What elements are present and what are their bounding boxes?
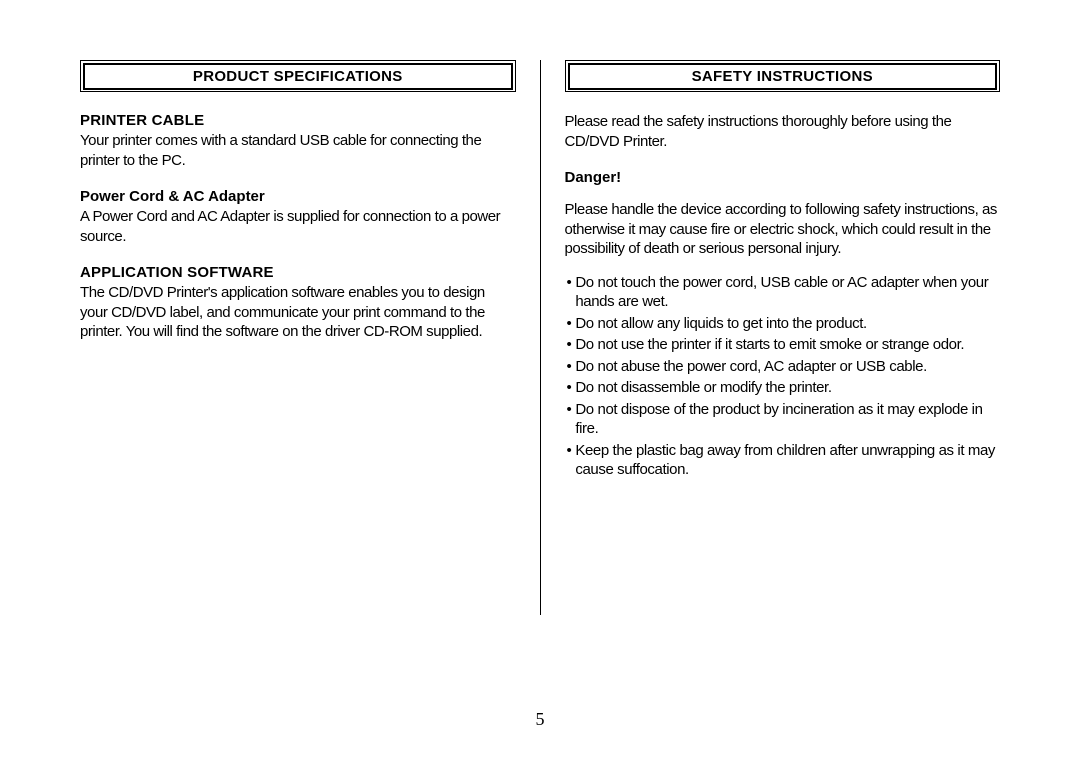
danger-text: Please handle the device according to fo… — [565, 200, 1001, 259]
bullet-dot-icon: • — [565, 314, 576, 334]
section-title-left: PRODUCT SPECIFICATIONS — [83, 63, 513, 90]
bullet-text: Keep the plastic bag away from children … — [575, 441, 1000, 480]
heading-printer-cable: PRINTER CABLE — [80, 112, 516, 129]
safety-bullet-item: •Do not allow any liquids to get into th… — [565, 314, 1001, 334]
bullet-dot-icon: • — [565, 335, 576, 355]
safety-bullet-item: •Do not disassemble or modify the printe… — [565, 378, 1001, 398]
spec-block-application-software: APPLICATION SOFTWARE The CD/DVD Printer'… — [80, 264, 516, 342]
safety-bullet-item: •Do not abuse the power cord, AC adapter… — [565, 357, 1001, 377]
safety-bullet-item: •Do not dispose of the product by incine… — [565, 400, 1001, 439]
bullet-dot-icon: • — [565, 273, 576, 312]
bullet-text: Do not use the printer if it starts to e… — [575, 335, 1000, 355]
safety-bullet-item: •Do not touch the power cord, USB cable … — [565, 273, 1001, 312]
page-number: 5 — [536, 709, 545, 730]
danger-label: Danger! — [565, 169, 1001, 186]
section-header-right: SAFETY INSTRUCTIONS — [565, 60, 1001, 92]
bullet-dot-icon: • — [565, 441, 576, 480]
safety-bullet-list: •Do not touch the power cord, USB cable … — [565, 273, 1001, 480]
bullet-text: Do not abuse the power cord, AC adapter … — [575, 357, 1000, 377]
bullet-text: Do not allow any liquids to get into the… — [575, 314, 1000, 334]
spec-block-power-cord: Power Cord & AC Adapter A Power Cord and… — [80, 188, 516, 246]
text-power-cord: A Power Cord and AC Adapter is supplied … — [80, 207, 516, 246]
section-title-right: SAFETY INSTRUCTIONS — [568, 63, 998, 90]
spec-block-printer-cable: PRINTER CABLE Your printer comes with a … — [80, 112, 516, 170]
safety-bullet-item: •Keep the plastic bag away from children… — [565, 441, 1001, 480]
left-column: PRODUCT SPECIFICATIONS PRINTER CABLE You… — [68, 60, 540, 720]
heading-application-software: APPLICATION SOFTWARE — [80, 264, 516, 281]
manual-page: PRODUCT SPECIFICATIONS PRINTER CABLE You… — [0, 0, 1080, 760]
bullet-dot-icon: • — [565, 400, 576, 439]
section-header-left: PRODUCT SPECIFICATIONS — [80, 60, 516, 92]
safety-bullet-item: •Do not use the printer if it starts to … — [565, 335, 1001, 355]
bullet-dot-icon: • — [565, 357, 576, 377]
bullet-text: Do not disassemble or modify the printer… — [575, 378, 1000, 398]
bullet-text: Do not dispose of the product by inciner… — [575, 400, 1000, 439]
bullet-text: Do not touch the power cord, USB cable o… — [575, 273, 1000, 312]
safety-intro: Please read the safety instructions thor… — [565, 112, 1001, 151]
heading-power-cord: Power Cord & AC Adapter — [80, 188, 516, 205]
bullet-dot-icon: • — [565, 378, 576, 398]
text-printer-cable: Your printer comes with a standard USB c… — [80, 131, 516, 170]
right-column: SAFETY INSTRUCTIONS Please read the safe… — [541, 60, 1013, 720]
text-application-software: The CD/DVD Printer's application softwar… — [80, 283, 516, 342]
